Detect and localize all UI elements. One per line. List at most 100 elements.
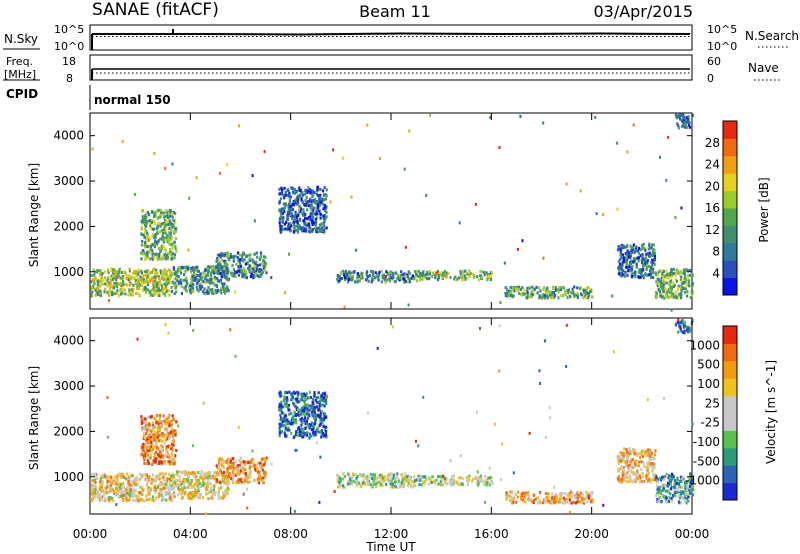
range-cell	[127, 278, 130, 282]
range-cell	[666, 500, 669, 504]
range-cell	[113, 281, 116, 285]
range-cell	[171, 215, 174, 219]
range-cell	[617, 259, 620, 263]
range-cell	[169, 236, 172, 240]
range-cell	[216, 288, 219, 292]
range-cell	[172, 443, 175, 447]
range-cell	[504, 291, 507, 295]
range-cell	[641, 247, 644, 251]
range-cell	[487, 476, 490, 480]
range-cell	[511, 288, 515, 292]
range-cell	[433, 481, 436, 485]
range-cell	[642, 242, 645, 246]
range-cell	[165, 227, 168, 231]
range-cell	[211, 270, 214, 274]
range-cell	[632, 243, 635, 247]
range-cell	[423, 482, 426, 486]
range-cell	[310, 199, 313, 203]
range-cell	[145, 252, 148, 256]
range-cell	[619, 248, 622, 252]
range-cell	[633, 260, 636, 264]
range-cell	[237, 251, 240, 255]
range-cell	[164, 215, 167, 219]
range-cell	[302, 411, 305, 415]
noise-cell	[239, 258, 242, 262]
range-cell	[238, 464, 241, 468]
range-cell	[581, 499, 584, 503]
range-cell	[164, 231, 167, 235]
range-cell	[321, 229, 324, 233]
range-cell	[248, 470, 251, 474]
range-cell	[121, 286, 124, 290]
range-cell	[575, 293, 578, 297]
range-cell	[414, 484, 417, 488]
range-cell	[202, 280, 205, 284]
range-cell	[257, 270, 260, 274]
range-cell	[129, 293, 132, 297]
range-cell	[157, 475, 160, 479]
range-cell	[143, 435, 146, 439]
range-cell	[148, 219, 151, 223]
freq-label: Freq.	[6, 55, 33, 68]
range-cell	[437, 482, 440, 486]
range-cell	[131, 293, 134, 297]
range-cell	[162, 274, 165, 278]
range-cell	[657, 282, 661, 286]
range-cell	[172, 242, 175, 246]
range-cell	[625, 456, 629, 460]
range-cell	[298, 218, 301, 222]
range-cell	[367, 279, 370, 283]
range-cell	[508, 289, 511, 293]
range-cell	[128, 290, 131, 294]
noise-cell	[251, 174, 254, 178]
range-cell	[672, 271, 675, 275]
range-cell	[173, 219, 176, 223]
range-cell	[219, 278, 222, 282]
range-cell	[123, 488, 126, 492]
range-cell	[293, 201, 296, 205]
range-cell	[687, 279, 690, 283]
range-cell	[142, 473, 145, 477]
range-cell	[246, 476, 249, 480]
noise-cell	[616, 141, 619, 145]
range-cell	[585, 490, 588, 494]
noise-cell	[298, 207, 301, 211]
range-cell	[178, 475, 181, 479]
range-cell	[111, 277, 115, 281]
range-cell	[239, 469, 242, 473]
range-cell	[163, 225, 166, 229]
range-cell	[314, 398, 317, 402]
range-cell	[680, 296, 683, 300]
range-cell	[166, 219, 169, 223]
range-cell	[297, 188, 300, 192]
range-cell	[148, 443, 151, 447]
range-cell	[158, 419, 161, 423]
range-cell	[102, 476, 105, 479]
range-cell	[281, 416, 284, 420]
range-cell	[657, 277, 660, 281]
range-cell	[321, 418, 324, 422]
range-cell	[261, 468, 264, 472]
range-cell	[457, 476, 461, 480]
range-cell	[569, 498, 572, 502]
range-cell	[156, 433, 159, 437]
range-cell	[322, 225, 325, 228]
range-cell	[687, 274, 690, 278]
range-cell	[656, 486, 659, 490]
range-cell	[263, 461, 267, 465]
range-cell	[662, 269, 665, 273]
range-cell	[646, 259, 649, 263]
range-cell	[291, 422, 294, 426]
range-cell	[308, 408, 311, 412]
range-cell	[479, 269, 482, 273]
range-cell	[136, 482, 139, 486]
range-cell	[96, 269, 99, 273]
range-cell	[237, 265, 240, 269]
range-cell	[147, 435, 151, 439]
range-cell	[681, 124, 684, 128]
range-cell	[170, 419, 173, 423]
range-cell	[659, 294, 662, 298]
range-cell	[299, 207, 302, 211]
range-cell	[205, 486, 208, 490]
range-cell	[158, 428, 161, 432]
